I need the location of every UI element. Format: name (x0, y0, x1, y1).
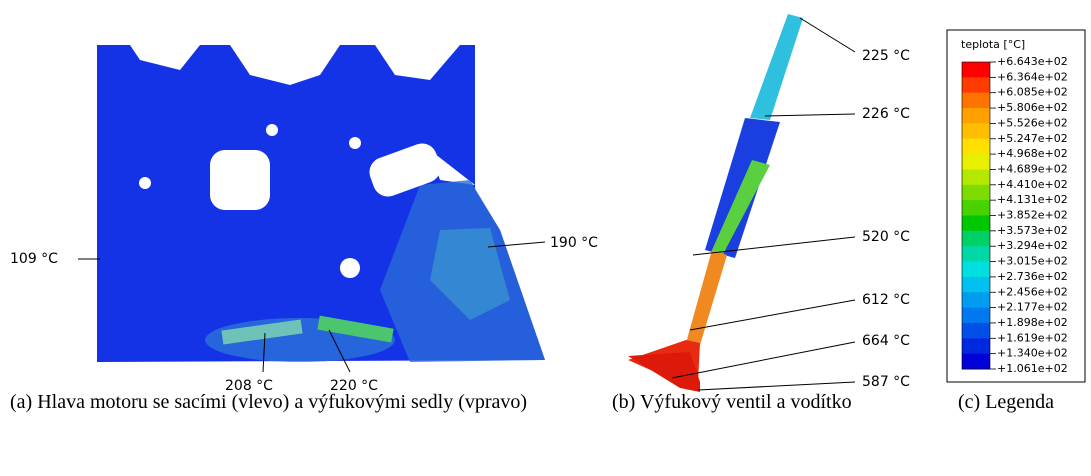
legend-swatch (962, 62, 990, 78)
caption: (b) Výfukový ventil a vodítko (612, 390, 932, 415)
legend-swatch (962, 323, 990, 339)
legend-label: +1.619e+02 (997, 331, 1068, 344)
annotation: 664 °C (862, 333, 910, 349)
legend-label: +2.177e+02 (997, 301, 1068, 314)
legend-swatch (962, 338, 990, 354)
legend-label: +1.340e+02 (997, 347, 1068, 360)
legend-swatch (962, 354, 990, 370)
legend-label: +3.852e+02 (997, 209, 1068, 222)
annotation: 190 °C (550, 235, 598, 251)
legend-label: +6.643e+02 (997, 55, 1068, 68)
legend-swatch (962, 308, 990, 324)
legend-swatch (962, 93, 990, 109)
legend-swatch (962, 169, 990, 185)
legend-label: +3.573e+02 (997, 224, 1068, 237)
legend-label: +4.410e+02 (997, 178, 1068, 191)
legend-label: +2.736e+02 (997, 270, 1068, 283)
legend-scale: +6.643e+02 +6.364e+02 +6.085e+02 +5.806e+02… (962, 55, 1068, 375)
legend-label: +1.061e+02 (997, 362, 1068, 375)
legend-swatch (962, 154, 990, 170)
legend-label: +3.015e+02 (997, 255, 1068, 268)
legend-label: +1.898e+02 (997, 316, 1068, 329)
legend-label: +2.456e+02 (997, 285, 1068, 298)
annotation: 612 °C (862, 292, 910, 308)
legend-swatch (962, 246, 990, 262)
legend-label: +4.689e+02 (997, 162, 1068, 175)
legend-label: +5.806e+02 (997, 101, 1068, 114)
legend-label: +4.968e+02 (997, 147, 1068, 160)
legend-swatch (962, 185, 990, 201)
legend-label: +5.526e+02 (997, 116, 1068, 129)
annotation: 109 °C (10, 251, 58, 267)
legend-title: teplota [°C] (961, 38, 1025, 51)
figure: 109 °C 190 °C 208 °C 220 °C 225 °C 226 °… (0, 0, 1091, 476)
caption: (a) Hlava motoru se sacími (vlevo) a výf… (10, 390, 610, 415)
legend-label: +6.364e+02 (997, 70, 1068, 83)
caption: (c) Legenda (958, 390, 1088, 415)
legend-swatch (962, 262, 990, 278)
engine-head-render (97, 45, 545, 362)
legend-label: +5.247e+02 (997, 132, 1068, 145)
legend-label: +4.131e+02 (997, 193, 1068, 206)
legend-swatch (962, 277, 990, 293)
legend-label: +3.294e+02 (997, 239, 1068, 252)
annotation: 226 °C (862, 106, 910, 122)
legend-swatch (962, 216, 990, 232)
legend-swatch (962, 77, 990, 93)
annotation: 225 °C (862, 48, 910, 64)
legend-swatch (962, 123, 990, 139)
legend-swatch (962, 200, 990, 216)
legend-swatch (962, 292, 990, 308)
valve-render (628, 14, 803, 392)
legend-swatch (962, 231, 990, 247)
annotation: 520 °C (862, 229, 910, 245)
legend-swatch (962, 139, 990, 155)
legend-label: +6.085e+02 (997, 86, 1068, 99)
annotation: 587 °C (862, 374, 910, 390)
legend-swatch (962, 108, 990, 124)
